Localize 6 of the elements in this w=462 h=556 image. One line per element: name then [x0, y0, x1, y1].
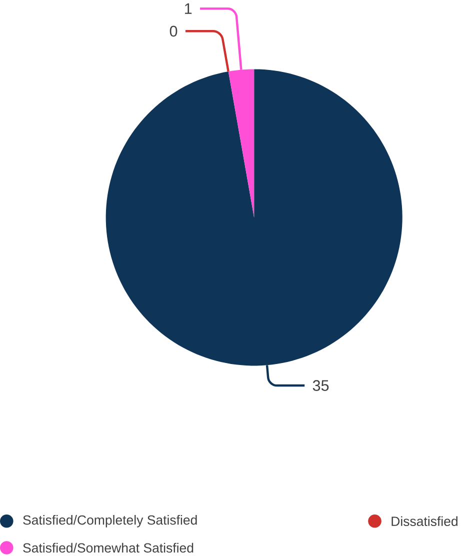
- legend-label: Satisfied/Somewhat Satisfied: [23, 542, 194, 553]
- legend-label: Satisfied/Completely Satisfied: [23, 514, 197, 528]
- legend-label: Dissatisfied: [392, 516, 458, 526]
- data-label: 35: [312, 380, 329, 391]
- data-label: 1: [185, 3, 192, 14]
- text: 0: [170, 26, 178, 37]
